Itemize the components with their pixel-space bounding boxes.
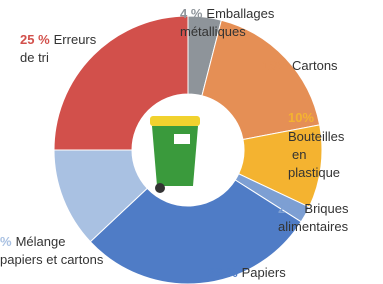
label: 25 % Erreurs [20,32,97,47]
category-label: de tri [20,50,49,65]
label: 10% [288,110,314,125]
percent-label: 25 % [20,32,50,47]
chart: 4 %Emballages métalliques 18% Cartons 10% Bou… [0,0,383,284]
label: 4 %Emballages [180,6,275,21]
category-label: Mélange [16,234,66,249]
category-label: en [292,147,306,162]
category-label: Bouteilles [288,129,345,144]
percent-label: 18% [262,58,288,73]
label: 18% Cartons [262,58,338,73]
label: 29 % Papiers [208,265,286,280]
category-label: Cartons [292,58,338,73]
percent-label: 29 % [208,265,238,280]
percent-label: % [0,234,12,249]
category-label: Briques [304,201,349,216]
category-label: plastique [288,165,340,180]
category-label: Papiers [242,265,287,280]
percent-label: 4 % [180,6,203,21]
category-label: papiers et cartons [0,252,104,267]
percent-label: 2 % [278,201,301,216]
page: 4 %Emballages métalliques 18% Cartons 10% Bou… [0,0,383,284]
percent-label: 10% [288,110,314,125]
category-label: Emballages [206,6,274,21]
label: 2 %Briques [278,201,349,216]
category-label: Erreurs [54,32,97,47]
category-label: métalliques [180,24,246,39]
bin-icon [150,116,200,193]
label: % Mélange [0,234,65,249]
category-label: alimentaires [278,219,349,234]
